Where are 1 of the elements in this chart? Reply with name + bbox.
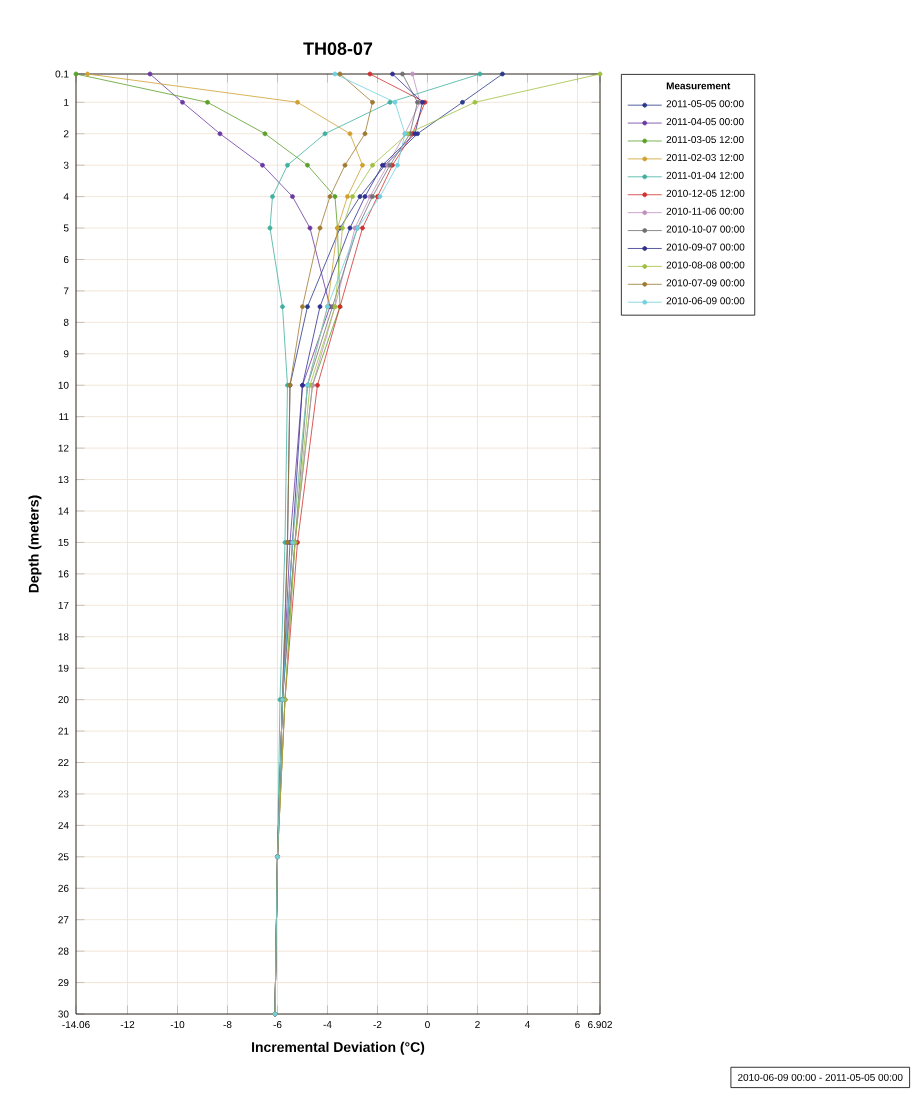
chart-title: TH08-07 xyxy=(303,42,373,56)
